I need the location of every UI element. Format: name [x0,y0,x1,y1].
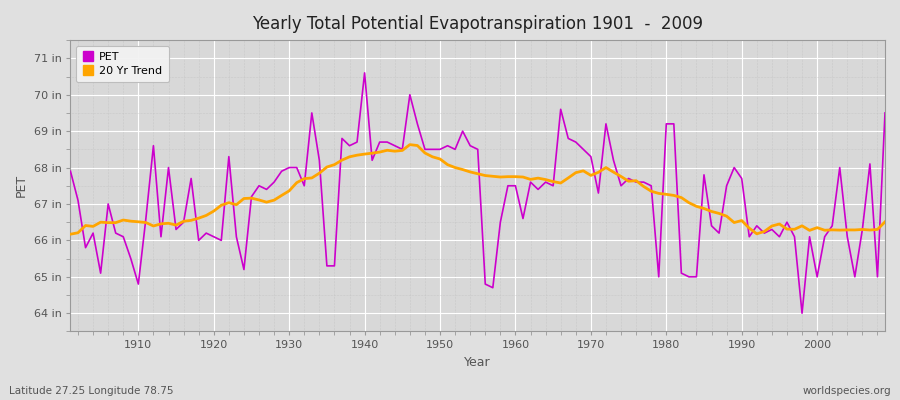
Legend: PET, 20 Yr Trend: PET, 20 Yr Trend [76,46,169,82]
Title: Yearly Total Potential Evapotranspiration 1901  -  2009: Yearly Total Potential Evapotranspiratio… [252,15,703,33]
X-axis label: Year: Year [464,356,491,369]
Text: worldspecies.org: worldspecies.org [803,386,891,396]
Text: Latitude 27.25 Longitude 78.75: Latitude 27.25 Longitude 78.75 [9,386,174,396]
Y-axis label: PET: PET [15,174,28,197]
